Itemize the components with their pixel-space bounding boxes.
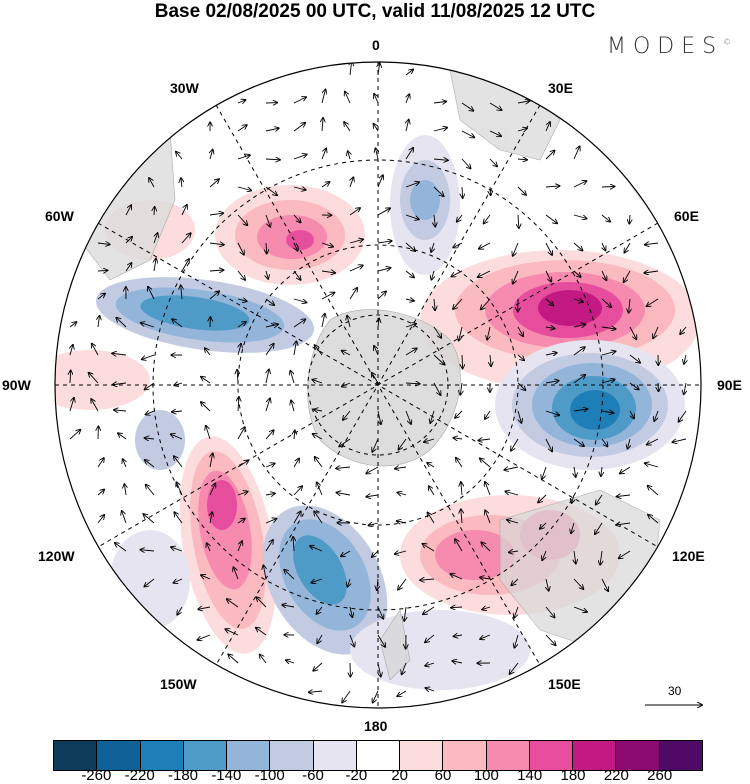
colorbar-swatch xyxy=(400,741,443,770)
colorbar-swatch xyxy=(227,741,270,770)
colorbar-swatch xyxy=(357,741,400,770)
colorbar-swatch xyxy=(270,741,313,770)
lon-label-60e: 60E xyxy=(674,208,699,224)
colorbar-swatch xyxy=(573,741,616,770)
colorbar-tick-label: 260 xyxy=(635,767,685,784)
colorbar-swatch xyxy=(184,741,227,770)
wind-vector xyxy=(462,355,463,368)
wind-vector xyxy=(602,187,615,188)
lon-label-150w: 150W xyxy=(160,676,197,692)
lon-label-30w: 30W xyxy=(170,80,199,96)
colorbar-swatch xyxy=(54,741,97,770)
wind-vector xyxy=(154,207,155,215)
lon-label-180: 180 xyxy=(364,718,387,734)
colorbar-swatch xyxy=(443,741,486,770)
colorbar-swatch xyxy=(530,741,573,770)
colorbar-swatch xyxy=(141,741,184,770)
colorbar-swatch xyxy=(487,741,530,770)
lon-label-30e: 30E xyxy=(548,80,573,96)
colorbar-swatch xyxy=(97,741,140,770)
colorbar-swatch xyxy=(660,741,702,770)
lon-label-120w: 120W xyxy=(38,548,75,564)
reference-vector-label: 30 xyxy=(668,684,681,698)
lon-label-90e: 90E xyxy=(717,377,742,393)
colorbar-swatch xyxy=(314,741,357,770)
wind-vector xyxy=(658,383,659,391)
wind-vector xyxy=(98,270,108,271)
lon-label-120e: 120E xyxy=(672,548,705,564)
lon-label-60w: 60W xyxy=(45,208,74,224)
lon-label-150e: 150E xyxy=(548,676,581,692)
colorbar-swatch xyxy=(616,741,659,770)
lon-label-0: 0 xyxy=(372,37,380,53)
lon-label-90w: 90W xyxy=(2,377,31,393)
wind-vector xyxy=(462,187,463,198)
